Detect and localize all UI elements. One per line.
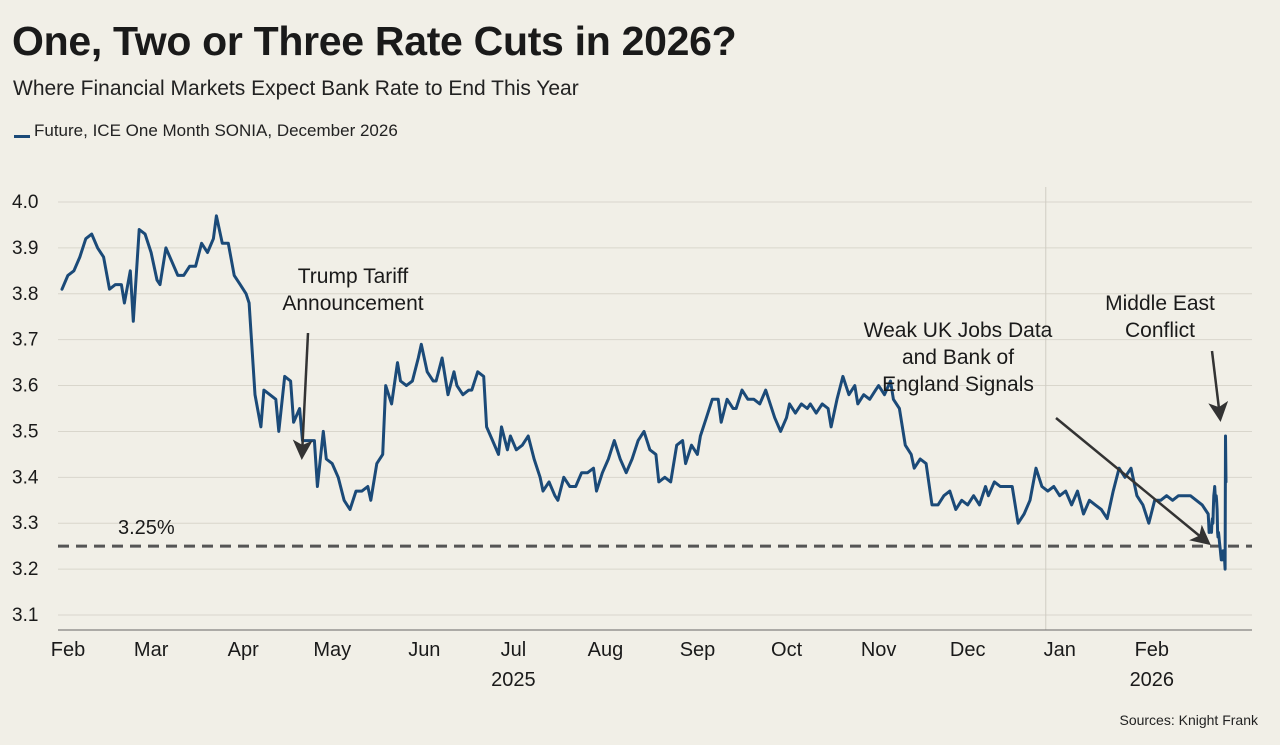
annotation-arrow (1055, 417, 1211, 546)
x-tick-label: May (313, 639, 351, 661)
x-tick-label: Nov (861, 639, 897, 661)
x-tick-label: Jun (408, 639, 440, 661)
y-tick-label: 3.3 (12, 513, 38, 534)
chart-subtitle: Where Financial Markets Expect Bank Rate… (13, 77, 579, 100)
grid-lines (58, 201, 1252, 616)
y-tick-label: 3.6 (12, 376, 38, 397)
annotation-text: Trump Tariff (298, 265, 409, 288)
reference-line-label: 3.25% (118, 517, 175, 539)
source-note: Sources: Knight Frank (1119, 712, 1258, 728)
annotation-arrow (292, 332, 313, 460)
legend-label: Future, ICE One Month SONIA, December 20… (34, 121, 398, 140)
annotation-text: Middle East (1105, 292, 1215, 315)
y-tick-label: 3.5 (12, 421, 38, 442)
x-tick-label: Oct (771, 639, 803, 661)
x-tick-label: Aug (588, 639, 624, 661)
annotation-text: England Signals (882, 373, 1034, 396)
y-tick-label: 3.8 (12, 284, 38, 305)
annotation-text: Weak UK Jobs Data (864, 319, 1053, 342)
x-tick-label: Feb (51, 639, 85, 661)
series-line-sonia (60, 214, 1228, 571)
annotation-text: Conflict (1125, 319, 1195, 342)
x-tick-label: Sep (680, 639, 716, 661)
y-tick-label: 4.0 (12, 192, 38, 213)
annotation-arrow (1208, 350, 1229, 422)
x-tick-label: Jul (501, 639, 527, 661)
x-tick-label: Feb (1135, 639, 1169, 661)
chart-title: One, Two or Three Rate Cuts in 2026? (12, 18, 737, 64)
chart-legend: Future, ICE One Month SONIA, December 20… (14, 121, 398, 141)
x-tick-label: Dec (950, 639, 986, 661)
y-tick-label: 3.9 (12, 238, 38, 259)
y-tick-label: 3.4 (12, 467, 39, 488)
y-tick-label: 3.2 (12, 559, 38, 580)
x-year-label: 2025 (491, 669, 536, 691)
x-tick-label: Jan (1044, 639, 1076, 661)
reference-line-group: 3.25% (58, 517, 1252, 548)
x-year-label: 2026 (1130, 669, 1175, 691)
annotation-text: Announcement (282, 292, 423, 315)
axes: 4.0 3.9 3.8 3.7 3.6 3.5 3.4 3.3 3.2 3.1 Feb Mar Apr M… (12, 192, 1252, 691)
series-group (60, 214, 1228, 571)
x-tick-label: Mar (134, 639, 169, 661)
legend-swatch (14, 135, 30, 138)
x-tick-label: Apr (228, 639, 259, 661)
y-tick-label: 3.1 (12, 605, 38, 626)
y-tick-label: 3.7 (12, 330, 38, 351)
annotations: Trump Tariff Announcement Weak UK Jobs Dat… (282, 265, 1229, 546)
annotation-text: and Bank of (902, 346, 1014, 369)
